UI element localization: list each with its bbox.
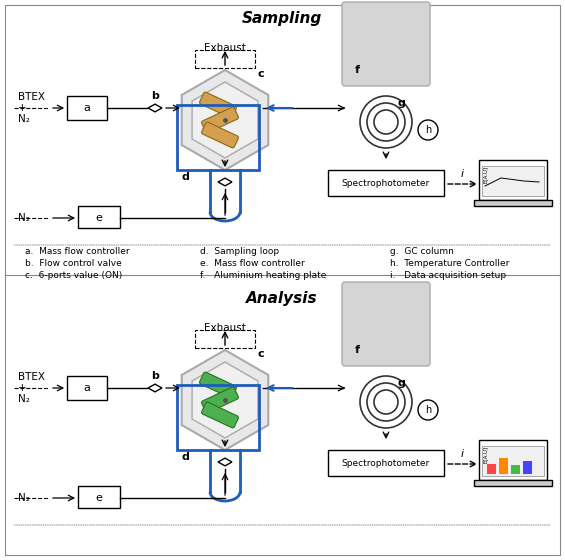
Text: h: h bbox=[425, 125, 431, 135]
Polygon shape bbox=[192, 362, 258, 438]
FancyBboxPatch shape bbox=[202, 387, 238, 413]
Polygon shape bbox=[218, 178, 232, 186]
Text: g: g bbox=[398, 98, 406, 108]
Text: b.  Flow control valve: b. Flow control valve bbox=[25, 259, 121, 268]
Text: N₂: N₂ bbox=[18, 213, 30, 223]
FancyBboxPatch shape bbox=[342, 282, 430, 366]
Text: e: e bbox=[95, 493, 102, 503]
Bar bbox=[78, 206, 120, 228]
Text: Spectrophotometer: Spectrophotometer bbox=[342, 460, 430, 469]
Bar bbox=[511, 465, 520, 474]
Text: c: c bbox=[257, 69, 264, 79]
Text: b: b bbox=[151, 91, 159, 101]
Text: E[A.U]: E[A.U] bbox=[483, 446, 488, 463]
Text: f.   Aluminium heating plate: f. Aluminium heating plate bbox=[200, 272, 327, 281]
Circle shape bbox=[418, 120, 438, 140]
FancyBboxPatch shape bbox=[202, 122, 238, 148]
Text: a: a bbox=[84, 103, 90, 113]
Bar bbox=[474, 200, 552, 206]
Text: E[A.U]: E[A.U] bbox=[483, 166, 488, 183]
Bar bbox=[328, 170, 444, 196]
FancyBboxPatch shape bbox=[195, 330, 255, 348]
Polygon shape bbox=[218, 458, 232, 466]
Bar bbox=[328, 450, 444, 476]
FancyBboxPatch shape bbox=[195, 50, 255, 68]
Text: +: + bbox=[18, 103, 27, 113]
Text: d: d bbox=[182, 172, 190, 182]
Text: i.   Data acquisition setup: i. Data acquisition setup bbox=[390, 272, 506, 281]
Polygon shape bbox=[148, 104, 162, 112]
Text: N₂: N₂ bbox=[18, 114, 30, 124]
Text: c.  6-ports value (ON): c. 6-ports value (ON) bbox=[25, 272, 122, 281]
Text: b: b bbox=[151, 371, 159, 381]
Circle shape bbox=[418, 400, 438, 420]
Text: d: d bbox=[182, 452, 190, 462]
Bar bbox=[78, 486, 120, 508]
Bar bbox=[474, 480, 552, 486]
Text: h: h bbox=[425, 405, 431, 415]
Text: e.  Mass flow controller: e. Mass flow controller bbox=[200, 259, 305, 268]
Polygon shape bbox=[148, 384, 162, 392]
FancyBboxPatch shape bbox=[199, 372, 237, 398]
Bar bbox=[67, 376, 107, 400]
Bar bbox=[499, 458, 508, 474]
FancyBboxPatch shape bbox=[202, 107, 238, 133]
Text: a.  Mass flow controller: a. Mass flow controller bbox=[25, 248, 129, 256]
Polygon shape bbox=[192, 82, 258, 158]
Text: g.  GC column: g. GC column bbox=[390, 248, 454, 256]
Bar bbox=[482, 166, 544, 196]
Text: f: f bbox=[354, 345, 359, 355]
Text: f: f bbox=[354, 65, 359, 75]
Text: h.  Temperature Controller: h. Temperature Controller bbox=[390, 259, 510, 268]
Text: BTEX: BTEX bbox=[18, 92, 45, 102]
Text: +: + bbox=[18, 383, 27, 393]
Text: c: c bbox=[257, 349, 264, 359]
Bar bbox=[67, 96, 107, 120]
Polygon shape bbox=[182, 70, 268, 170]
Bar bbox=[482, 446, 544, 476]
Text: BTEX: BTEX bbox=[18, 372, 45, 382]
FancyBboxPatch shape bbox=[202, 402, 238, 428]
Text: i: i bbox=[460, 449, 463, 459]
Text: Exhaust: Exhaust bbox=[204, 323, 246, 333]
FancyBboxPatch shape bbox=[199, 92, 237, 118]
Text: d.  Sampling loop: d. Sampling loop bbox=[200, 248, 279, 256]
Text: Analysis: Analysis bbox=[246, 291, 318, 306]
Text: e: e bbox=[95, 213, 102, 223]
Text: Exhaust: Exhaust bbox=[204, 43, 246, 53]
Text: N₂: N₂ bbox=[18, 394, 30, 404]
Text: g: g bbox=[398, 378, 406, 388]
Text: a: a bbox=[84, 383, 90, 393]
Text: i: i bbox=[460, 169, 463, 179]
Text: Sampling: Sampling bbox=[242, 11, 322, 26]
FancyBboxPatch shape bbox=[342, 2, 430, 86]
Bar bbox=[479, 160, 547, 200]
Text: N₂: N₂ bbox=[18, 493, 30, 503]
Text: Spectrophotometer: Spectrophotometer bbox=[342, 180, 430, 189]
Polygon shape bbox=[182, 350, 268, 450]
Bar bbox=[523, 461, 532, 474]
Bar bbox=[479, 440, 547, 480]
Bar bbox=[487, 464, 496, 474]
